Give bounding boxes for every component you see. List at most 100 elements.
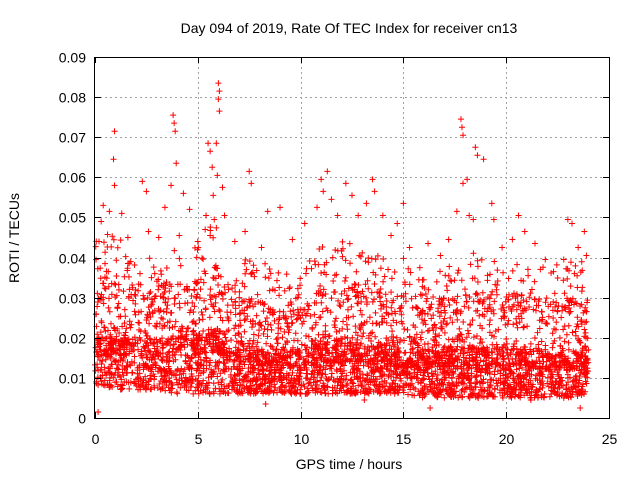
data-point [584,368,591,375]
data-point [511,379,518,386]
data-point [125,336,132,343]
data-point [311,367,318,374]
data-point [468,365,475,372]
data-point [292,360,299,367]
data-point [564,216,571,223]
data-point [214,373,221,380]
data-point [182,336,189,343]
data-point [419,308,426,315]
data-point [353,374,360,381]
data-point [187,383,194,390]
data-point [513,338,520,345]
data-point [217,370,224,377]
data-point [463,298,470,305]
data-point [278,376,285,383]
data-point [389,379,396,386]
data-point [251,347,258,354]
data-point [184,325,191,332]
data-point [517,350,524,357]
data-point [265,275,272,282]
data-point [449,319,456,326]
data-point [414,304,421,311]
data-point [361,319,368,326]
data-point [144,354,151,361]
data-point [383,352,390,359]
data-point [155,234,162,241]
data-point [228,348,235,355]
data-point [418,354,425,361]
data-point [569,295,576,302]
data-point [188,380,195,387]
data-point [294,337,301,344]
data-point [509,356,516,363]
data-point [519,372,526,379]
data-point [207,232,214,239]
data-point [255,367,262,374]
data-point [132,300,139,307]
data-point [279,334,286,341]
data-point [173,368,180,375]
data-point [229,285,236,292]
data-point [173,389,180,396]
data-point [270,346,277,353]
data-point [339,348,346,355]
data-point [266,382,273,389]
data-point [307,313,314,320]
data-point [260,388,267,395]
data-point [338,290,345,297]
data-point [473,349,480,356]
data-point [510,290,517,297]
data-point [505,317,512,324]
y-axis-tick-labels: 00.010.020.030.040.050.060.070.080.09 [59,50,86,427]
data-point [308,265,315,272]
data-point [143,332,150,339]
data-point [527,396,534,403]
data-point [246,299,253,306]
data-point [445,344,452,351]
data-point [318,299,325,306]
data-point [120,288,127,295]
data-point [183,387,190,394]
data-point [276,284,283,291]
x-tick-label: 25 [602,431,618,447]
data-point [158,366,165,373]
data-point [189,328,196,335]
data-point [490,310,497,317]
data-point [317,314,324,321]
data-point [246,168,253,175]
data-point [547,378,554,385]
data-point [428,315,435,322]
data-point [174,346,181,353]
data-point [456,325,463,332]
data-point [335,350,342,357]
data-point [503,361,510,368]
data-point [275,350,282,357]
data-point [242,256,249,263]
data-point [106,370,113,377]
data-point [165,349,172,356]
data-point [482,347,489,354]
data-point [323,271,330,278]
data-point [407,269,414,276]
data-point [355,300,362,307]
data-point [515,376,522,383]
data-point [433,350,440,357]
data-point [169,352,176,359]
data-point [312,319,319,326]
data-point [526,351,533,358]
data-point [290,311,297,318]
data-point [297,367,304,374]
data-point [532,375,539,382]
data-point [229,302,236,309]
data-point [524,390,531,397]
data-point [152,322,159,329]
data-point [399,320,406,327]
data-point [559,390,566,397]
data-point [301,342,308,349]
data-point [216,108,223,115]
data-point [445,356,452,363]
data-point [262,274,269,281]
data-point [108,320,115,327]
data-point [367,379,374,386]
data-point [424,311,431,318]
